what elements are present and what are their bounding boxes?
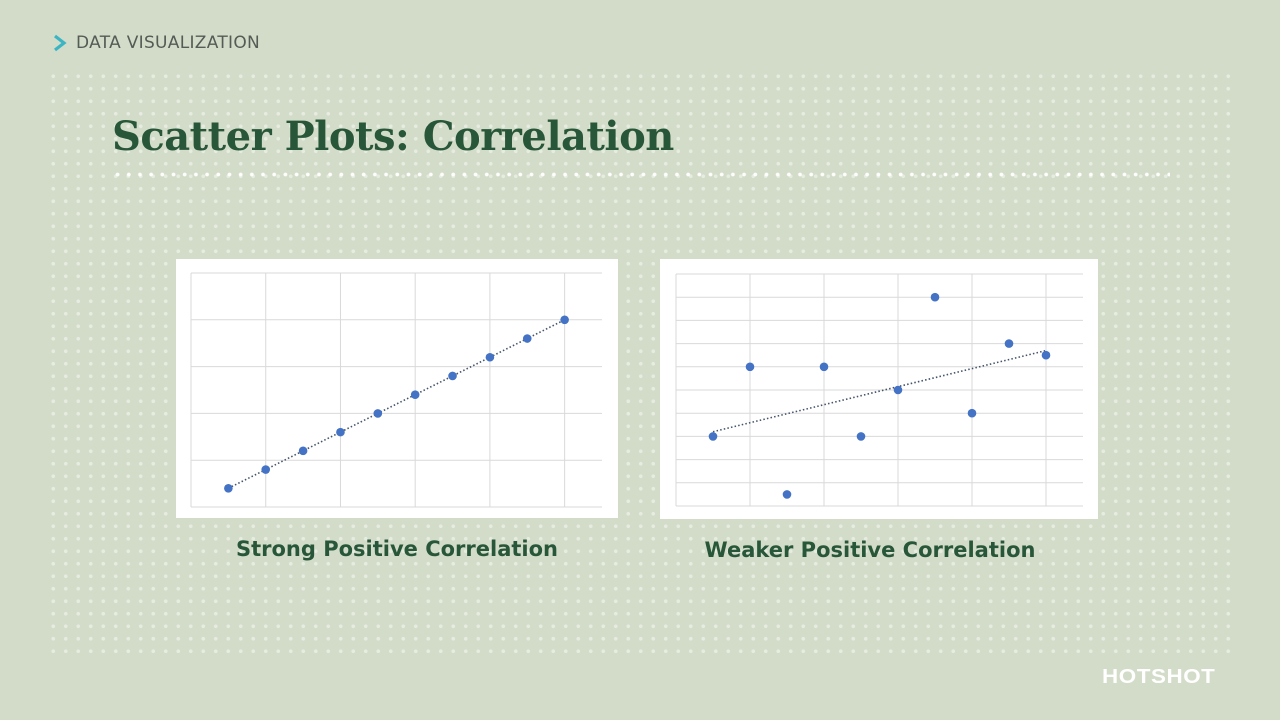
scatter-plot-strong xyxy=(190,272,602,508)
data-point xyxy=(1004,339,1014,348)
data-point xyxy=(782,490,792,499)
chevron-right-icon xyxy=(54,34,67,52)
weaker-correlation-chart xyxy=(660,259,1098,519)
title-divider xyxy=(112,172,1170,177)
data-point xyxy=(261,465,271,474)
data-point xyxy=(336,427,345,437)
breadcrumb-label: DATA VISUALIZATION xyxy=(76,33,261,53)
data-point xyxy=(708,432,718,441)
data-point xyxy=(930,292,940,302)
data-point xyxy=(373,409,383,418)
data-point xyxy=(967,408,977,418)
chart-caption-strong: Strong Positive Correlation xyxy=(235,537,558,561)
trendline xyxy=(712,349,1047,433)
data-point xyxy=(856,432,866,441)
chart-caption-weaker: Weaker Positive Correlation xyxy=(704,538,1036,562)
data-point xyxy=(1041,350,1051,360)
data-point xyxy=(745,362,755,372)
trendline xyxy=(228,319,565,489)
page-title: Scatter Plots: Correlation xyxy=(112,113,674,160)
data-point xyxy=(819,362,829,372)
data-point xyxy=(893,385,903,395)
data-point xyxy=(298,446,308,456)
data-point xyxy=(224,483,233,493)
scatter-plot-weaker xyxy=(675,273,1083,507)
data-point xyxy=(485,352,495,362)
data-point xyxy=(448,371,457,381)
data-point xyxy=(560,315,569,325)
breadcrumb: DATA VISUALIZATION xyxy=(52,33,260,53)
hotshot-logo: HOTSHOT xyxy=(1102,666,1216,688)
data-point xyxy=(410,390,420,399)
strong-correlation-chart xyxy=(176,259,618,518)
data-point xyxy=(522,334,532,343)
